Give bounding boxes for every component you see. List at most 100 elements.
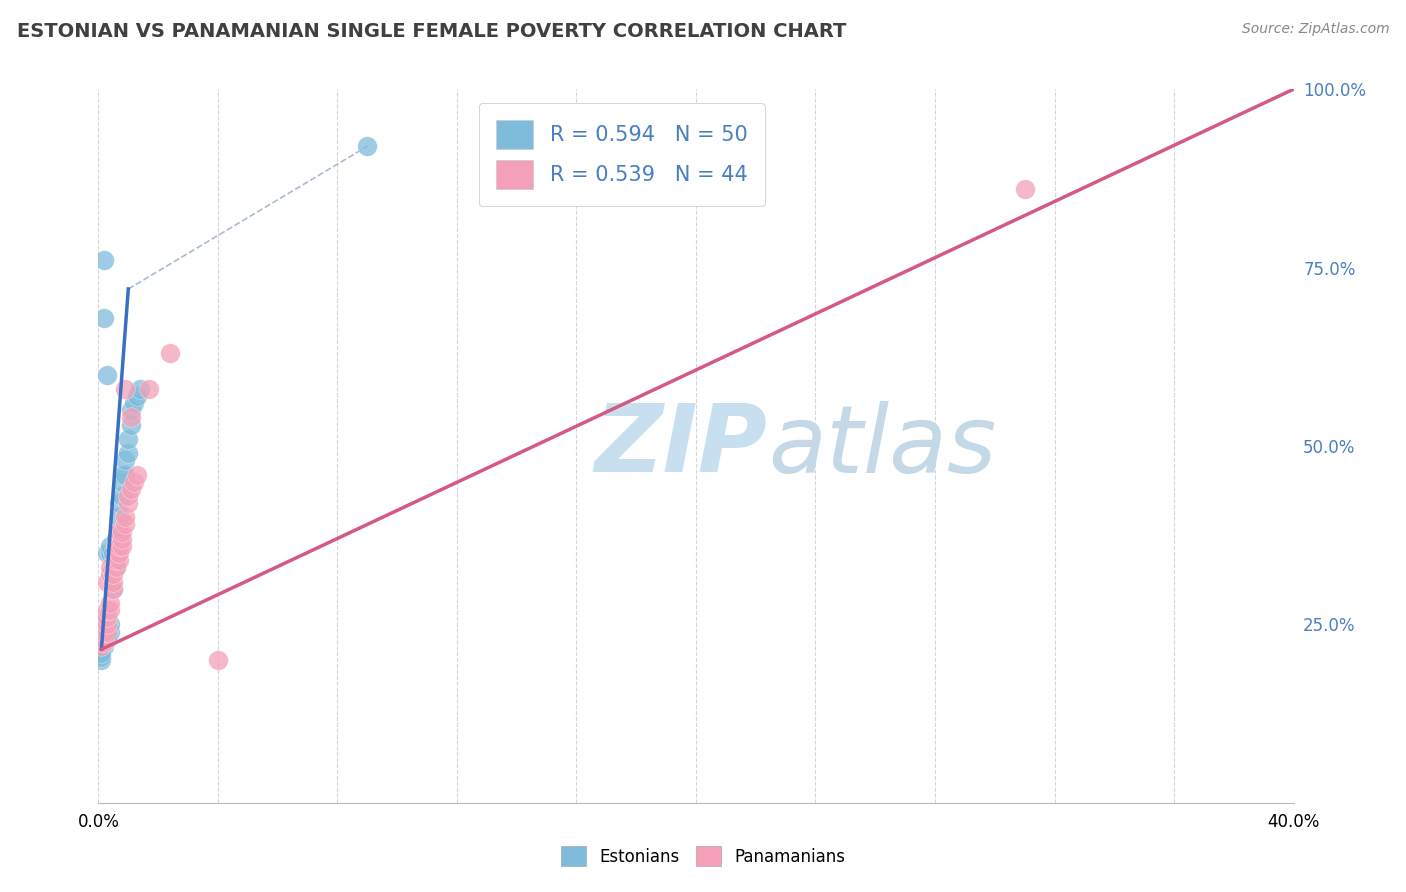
Point <box>111 524 134 539</box>
Text: atlas: atlas <box>768 401 995 491</box>
Point <box>356 139 378 153</box>
Point <box>114 382 136 396</box>
Point <box>105 553 128 567</box>
Point <box>108 539 131 553</box>
Point <box>90 653 112 667</box>
Point <box>105 560 128 574</box>
Point <box>105 560 128 574</box>
Point <box>103 582 125 596</box>
Point <box>96 610 118 624</box>
Point <box>108 524 131 539</box>
Point <box>120 410 142 425</box>
Point <box>90 639 112 653</box>
Point <box>111 475 134 489</box>
Point <box>114 510 136 524</box>
Point <box>100 603 122 617</box>
Point <box>93 639 115 653</box>
Legend: R = 0.594   N = 50, R = 0.539   N = 44: R = 0.594 N = 50, R = 0.539 N = 44 <box>479 103 765 206</box>
Point <box>105 532 128 546</box>
Point <box>108 546 131 560</box>
Point <box>120 403 142 417</box>
Point <box>111 467 134 482</box>
Point <box>93 310 115 325</box>
Point <box>96 624 118 639</box>
Point <box>114 517 136 532</box>
Point <box>100 539 122 553</box>
Point <box>96 546 118 560</box>
Point <box>100 546 122 560</box>
Point <box>117 446 139 460</box>
Legend: Estonians, Panamanians: Estonians, Panamanians <box>553 838 853 875</box>
Point <box>93 624 115 639</box>
Point <box>127 467 149 482</box>
Point <box>114 467 136 482</box>
Point <box>90 632 112 646</box>
Point <box>96 617 118 632</box>
Point <box>90 639 112 653</box>
Point <box>117 489 139 503</box>
Text: ESTONIAN VS PANAMANIAN SINGLE FEMALE POVERTY CORRELATION CHART: ESTONIAN VS PANAMANIAN SINGLE FEMALE POV… <box>17 22 846 41</box>
Point <box>93 253 115 268</box>
Point <box>96 624 118 639</box>
Point <box>93 621 115 635</box>
Point <box>90 628 112 642</box>
Text: Source: ZipAtlas.com: Source: ZipAtlas.com <box>1241 22 1389 37</box>
Point <box>96 603 118 617</box>
Point <box>114 453 136 467</box>
Point <box>105 546 128 560</box>
Point <box>90 642 112 657</box>
Point <box>96 632 118 646</box>
Point <box>108 510 131 524</box>
Point <box>90 632 112 646</box>
Point <box>93 610 115 624</box>
Point <box>100 624 122 639</box>
Point <box>90 624 112 639</box>
Point <box>96 574 118 589</box>
Point <box>207 653 229 667</box>
Point <box>108 524 131 539</box>
Point <box>90 635 112 649</box>
Point <box>103 582 125 596</box>
Point <box>124 396 146 410</box>
Point <box>117 432 139 446</box>
Point <box>120 482 142 496</box>
Point <box>1014 182 1036 196</box>
Point <box>93 624 115 639</box>
Point <box>129 382 152 396</box>
Point <box>100 617 122 632</box>
Point <box>100 596 122 610</box>
Point <box>93 635 115 649</box>
Point <box>111 532 134 546</box>
Point <box>138 382 160 396</box>
Point <box>93 635 115 649</box>
Point <box>93 632 115 646</box>
Point <box>111 489 134 503</box>
Point <box>105 539 128 553</box>
Point <box>93 632 115 646</box>
Point <box>103 567 125 582</box>
Point <box>90 646 112 660</box>
Point <box>117 496 139 510</box>
Text: ZIP: ZIP <box>595 400 768 492</box>
Point <box>93 628 115 642</box>
Point <box>103 546 125 560</box>
Point <box>108 553 131 567</box>
Point <box>96 628 118 642</box>
Point <box>96 621 118 635</box>
Point <box>93 617 115 632</box>
Point <box>100 567 122 582</box>
Point <box>159 346 181 360</box>
Point <box>108 496 131 510</box>
Point <box>96 368 118 382</box>
Point <box>124 475 146 489</box>
Point <box>111 539 134 553</box>
Point <box>127 389 149 403</box>
Point <box>120 417 142 432</box>
Point <box>90 649 112 664</box>
Point <box>103 574 125 589</box>
Point <box>100 560 122 574</box>
Point <box>105 539 128 553</box>
Point <box>93 617 115 632</box>
Point <box>93 614 115 628</box>
Point <box>90 635 112 649</box>
